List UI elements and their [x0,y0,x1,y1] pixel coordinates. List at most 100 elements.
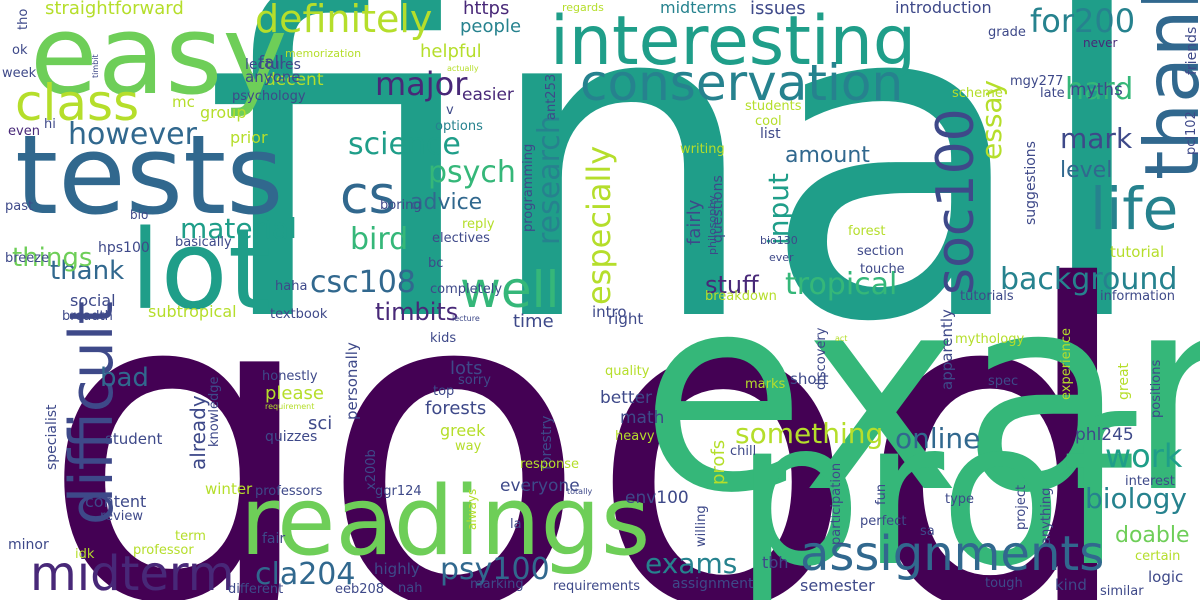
word-cloud-word: prof [735,378,1133,600]
word-cloud-word: tutorials [960,289,1014,304]
word-cloud-word: suggestions [1023,141,1039,225]
word-cloud-word: group [200,103,247,122]
word-cloud-word: breakdown [705,289,777,304]
word-cloud-word: even [8,124,40,139]
word-cloud-word: bc [428,256,444,271]
word-cloud-word: kind [1055,576,1087,594]
word-cloud-word: assignment [672,576,754,592]
word-cloud-word: ggr124 [375,484,422,499]
word-cloud-word: especially [580,145,618,305]
word-cloud-word: fair [262,531,286,547]
word-cloud-word: cla204 [255,557,356,592]
word-cloud-word: spec [988,374,1019,389]
word-cloud-word: grade [988,25,1026,40]
word-cloud-word: electives [432,231,490,246]
word-cloud-word: well [460,261,560,319]
word-cloud-word: way [455,439,482,454]
word-cloud-word: things [12,243,93,273]
word-cloud-word: minor [8,537,49,553]
word-cloud-word: breadth [62,309,113,324]
word-cloud-word: exam [640,237,1200,552]
word-cloud-word: interesting [550,2,917,81]
word-cloud-word: mythology [955,332,1025,347]
word-cloud-word: ant253 [544,73,559,120]
word-cloud-word: forests [425,398,487,419]
word-cloud-word: csc108 [310,265,416,300]
word-cloud-word: chill [730,444,757,459]
word-cloud-word: act [835,334,848,343]
word-cloud-word: doable [1115,523,1190,548]
word-cloud-word: easier [462,85,514,105]
word-cloud-word: biology [1085,482,1187,515]
word-cloud-word: stuff [705,271,759,299]
word-cloud-word: ever [769,251,794,264]
word-cloud-word: already [186,395,210,470]
word-cloud-word: top [433,384,455,399]
word-cloud-word: exams [645,547,738,580]
word-cloud-word: subtropical [148,302,237,321]
word-cloud-word: forest [848,224,886,239]
word-cloud-word: haha [275,279,308,294]
word-cloud-word: totally [567,487,593,496]
word-cloud-word: participation [829,462,844,545]
word-cloud-word: type [945,492,975,507]
word-cloud-word: midterms [660,0,737,17]
word-cloud-word: level [1060,158,1113,183]
word-cloud-word: tho [16,8,31,30]
word-cloud-word: willing [694,505,709,547]
word-cloud-word: marking [470,577,524,592]
word-cloud-word: issues [750,0,806,19]
word-cloud-word: requirement [265,402,315,411]
word-cloud-word: psychology [232,89,306,104]
word-cloud-word: for200 [1030,2,1136,40]
word-cloud-word: everyone [500,476,580,496]
word-cloud-word: never [1083,36,1118,50]
word-cloud-word: marks [745,377,786,392]
word-cloud-word: something [735,417,884,450]
word-cloud-word: lots [450,358,483,379]
word-cloud-word: heavy [615,429,655,444]
word-cloud-word: personally [343,342,361,420]
word-cloud-word: sa [920,524,935,539]
word-cloud-word: research [532,115,567,245]
word-cloud-word: decent [265,70,324,90]
word-cloud-word: tutorial [1110,243,1165,261]
word-cloud-word: people [460,16,522,37]
word-cloud-word: quizzes [265,429,318,445]
word-cloud-word: bird [350,222,409,257]
word-cloud-word: winter [205,480,253,498]
word-cloud-word: prior [230,128,268,147]
word-cloud-word: philosophy [706,195,719,255]
word-cloud-word: honestly [262,369,318,384]
word-cloud-word: https [463,0,510,19]
word-cloud-word: tests [15,111,284,239]
word-cloud-word: logic [1148,568,1184,586]
word-cloud-word: profs [708,439,729,485]
word-cloud-word: options [435,119,483,134]
word-cloud-word: final [205,0,1153,418]
word-cloud-word: requirements [553,579,640,594]
word-cloud-word: pcl102 [1184,111,1199,155]
word-cloud-word: ok [12,43,28,58]
word-cloud-word: students [745,99,802,114]
word-cloud-word: writing [680,142,725,157]
word-cloud-word: knowledge [207,376,222,447]
word-cloud-word: social [70,291,116,310]
word-cloud-word: term [175,529,206,544]
word-cloud-word: quality [605,364,650,379]
word-cloud-word: material [180,212,297,245]
word-cloud-word: specialist [44,404,60,470]
word-cloud-word: textbook [270,307,328,322]
word-cloud-word: amount [785,143,870,168]
word-cloud-word: certain [1135,549,1181,564]
word-cloud-word: background [1000,262,1178,297]
word-cloud-word: thank [50,256,125,286]
word-cloud-word: psy100 [440,552,550,587]
word-cloud-word: basically [175,235,232,250]
word-cloud-word: v [446,103,454,118]
word-cloud-word: bio [130,208,149,222]
word-cloud-word: hi [44,117,56,132]
word-cloud-word: experience [1059,327,1074,400]
word-cloud-word: mc [172,93,195,111]
word-cloud-word: similar [1100,584,1144,599]
